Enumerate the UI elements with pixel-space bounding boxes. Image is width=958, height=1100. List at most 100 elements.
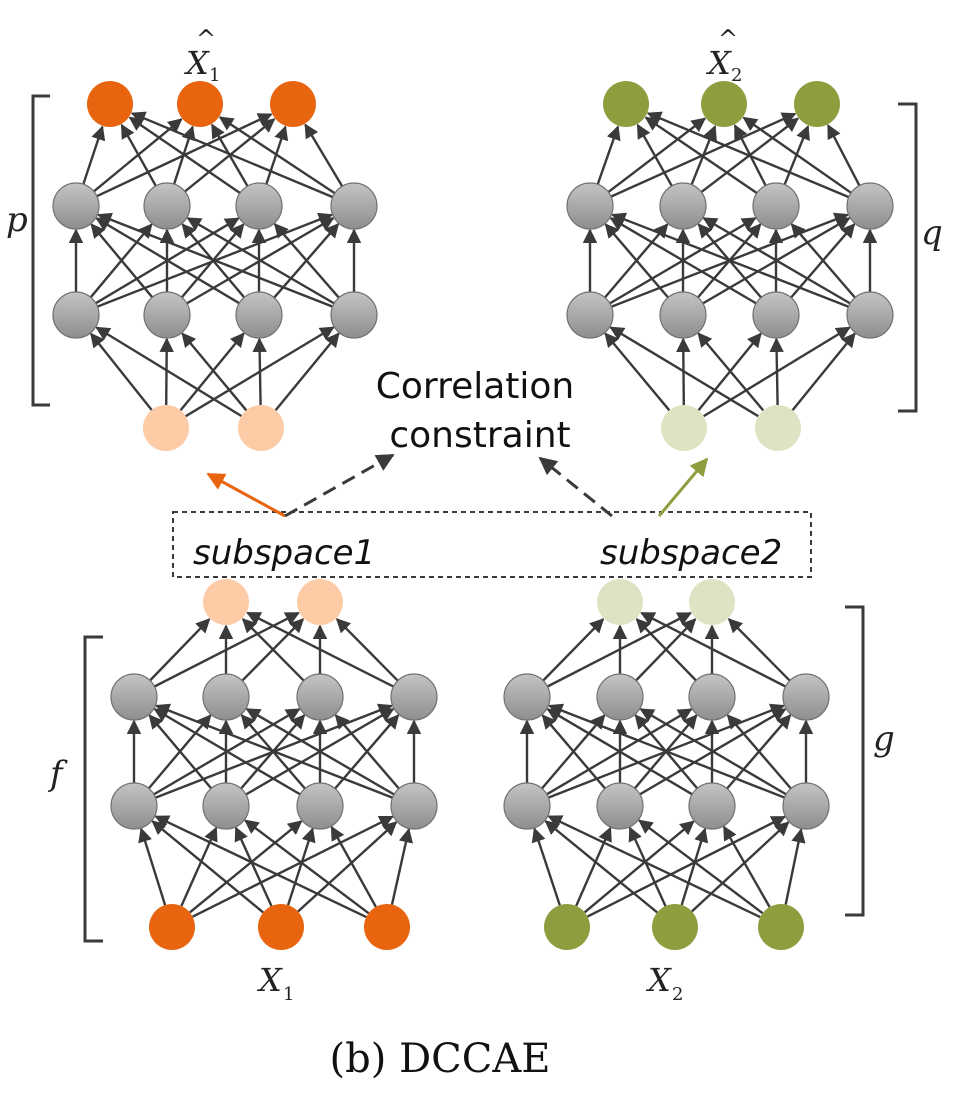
encoder2-edge-l0-2-to-3 — [784, 828, 806, 905]
decoder2-edge-l2-1-to-0 — [636, 123, 673, 187]
decoder2-edge-l2-2-to-0 — [644, 116, 758, 195]
encoder1-edge-l1-1-to-0 — [148, 714, 213, 790]
figure-caption: (b) DCCAE — [330, 1036, 551, 1082]
decoder1-edge-l1-3-to-2 — [273, 223, 340, 299]
encoder1-input-node-l0-0 — [149, 904, 195, 950]
correlation-label-line2: constraint — [389, 415, 570, 456]
decoder1-edge-l2-2-to-0 — [128, 116, 241, 194]
input-label-x1-sub: 1 — [283, 984, 294, 1005]
encoder1-edge-l2-2-to-0 — [241, 618, 305, 682]
arrow-subspace1-to-decoder1 — [206, 472, 286, 518]
encoder2-input-node-l0-0 — [544, 904, 590, 950]
encoder2-code-node-l3-1 — [689, 579, 735, 625]
decoder1-edge-l0-1-to-2 — [252, 337, 267, 406]
encoder1-edge-l0-2-to-2 — [330, 825, 377, 908]
decoder2-hidden-node-l1-1 — [659, 291, 707, 339]
encoder2-edge-l1-3-to-0 — [548, 703, 786, 799]
decoder1-code-node-l0-1 — [238, 405, 284, 451]
output-label-x2-hat-sub: 2 — [731, 65, 742, 86]
decoder2-edge-l1-1-to-0 — [604, 223, 670, 299]
encoder2-edge-l1-2-to-0 — [546, 708, 693, 796]
decoder2-hidden-node-l1-3 — [846, 291, 894, 339]
decoder1-edge-l2-3-to-0 — [130, 111, 334, 199]
encoder1-hidden-node-l1-1 — [202, 782, 250, 830]
arrow-subspace2-to-correlation — [538, 456, 613, 518]
encoder2-edge-l2-3-to-1 — [727, 618, 791, 682]
decoder1-edge-l0-1-to-1 — [181, 332, 248, 412]
decoder2-output-node-l3-2 — [794, 81, 840, 127]
encoder2-edge-l0-0-to-1 — [575, 826, 612, 907]
decoder2-edge-l0-1-to-0 — [609, 326, 759, 418]
decoder2-edge-l1-3-to-2 — [790, 223, 856, 299]
decoder2-code-node-l0-0 — [661, 405, 707, 451]
decoder2-edge-l0-0-to-0 — [604, 332, 671, 412]
arrow-subspace2-to-decoder2 — [657, 457, 709, 517]
decoder2-output-node-l3-0 — [603, 81, 649, 127]
decoder1-output-node-l3-0 — [87, 81, 133, 127]
decoder1-edge-l2-3-to-2 — [304, 123, 344, 187]
encoder2-edge-l0-2-to-2 — [722, 825, 771, 908]
decoder1-hidden-node-l2-2 — [235, 182, 283, 230]
encoder2-hidden-node-l2-1 — [596, 673, 644, 721]
decoder2-edge-l2-3-to-2 — [827, 124, 861, 187]
encoder2-hidden-node-l2-2 — [688, 673, 736, 721]
decoder1-output-node-l3-2 — [270, 81, 316, 127]
encoder2-edge-l0-1-to-1 — [628, 826, 667, 907]
decoder2-hidden-node-l1-2 — [752, 291, 800, 339]
decoder2-edge-l2-3-to-1 — [742, 116, 852, 194]
encoder1-hidden-node-l2-3 — [390, 673, 438, 721]
encoder2-input-node-l0-2 — [758, 904, 804, 950]
encoder2-hidden-node-l1-1 — [596, 782, 644, 830]
decoder1-edge-l1-3-to-1 — [186, 217, 335, 305]
decoder2-edge-l1-3-to-1 — [702, 217, 851, 305]
decoder2-edge-l0-1-to-1 — [697, 332, 765, 412]
decoder1-hidden-node-l1-3 — [330, 291, 378, 339]
encoder1-edge-l0-0-to-0 — [138, 827, 167, 906]
encoder1-edge-l0-1-to-0 — [151, 820, 264, 914]
subspace-box — [172, 511, 812, 578]
output-label-x1-hat-mark: ^ — [196, 25, 216, 53]
encoder1-edge-l0-2-to-1 — [244, 819, 370, 915]
encoder1-edge-l1-3-to-0 — [155, 703, 394, 799]
encoder2-edge-l0-2-to-0 — [547, 815, 761, 919]
network-edges — [68, 111, 878, 919]
encoder2-edge-l0-0-to-0 — [531, 827, 561, 906]
bracket-label-g: g — [873, 719, 895, 759]
encoder2-edge-l2-3-to-0 — [640, 611, 787, 688]
encoder2-hidden-node-l2-0 — [503, 673, 551, 721]
encoder2-edge-l2-0-to-0 — [542, 618, 605, 682]
arrow-subspace1-to-correlation — [284, 453, 395, 518]
input-label-x1-base: X — [256, 961, 283, 999]
decoder1-output-node-l3-1 — [177, 81, 223, 127]
encoder2-edge-l1-3-to-2 — [726, 714, 792, 790]
encoder1-edge-l0-0-to-1 — [180, 826, 218, 907]
decoder1-hidden-node-l1-0 — [52, 291, 100, 339]
correlation-label-line1: Correlation — [376, 366, 575, 407]
encoder1-edge-l0-1-to-1 — [234, 826, 273, 907]
encoder2-edge-l0-1-to-2 — [680, 827, 709, 906]
encoder1-hidden-node-l1-0 — [110, 782, 158, 830]
decoder2-code-node-l0-1 — [755, 405, 801, 451]
decoder1-edge-l2-3-to-1 — [218, 116, 336, 195]
encoder1-hidden-node-l1-2 — [296, 782, 344, 830]
decoder2-edge-l0-1-to-2 — [769, 337, 784, 406]
encoder2-edge-l0-1-to-0 — [544, 820, 658, 914]
encoder2-hidden-node-l1-3 — [782, 782, 830, 830]
decoder1-hidden-node-l1-1 — [143, 291, 191, 339]
encoder1-edge-l2-0-to-0 — [149, 618, 211, 682]
encoder1-edge-l0-1-to-2 — [286, 827, 316, 906]
encoder1-input-node-l0-2 — [364, 904, 410, 950]
encoder2-hidden-node-l1-0 — [503, 782, 551, 830]
decoder1-edge-l2-0-to-0 — [82, 125, 106, 185]
decoder1-edge-l0-0-to-1 — [159, 337, 174, 406]
decoder2-edge-l2-0-to-1 — [607, 117, 707, 194]
encoder1-hidden-node-l2-0 — [110, 673, 158, 721]
encoder2-edge-l0-0-to-2 — [583, 820, 695, 914]
decoder2-hidden-node-l2-0 — [566, 182, 614, 230]
encoder1-code-node-l3-1 — [297, 579, 343, 625]
decoder1-hidden-node-l2-1 — [143, 182, 191, 230]
encoder1-edge-l0-2-to-3 — [390, 827, 414, 905]
bracket-p — [31, 94, 50, 407]
decoder2-output-node-l3-1 — [701, 81, 747, 127]
